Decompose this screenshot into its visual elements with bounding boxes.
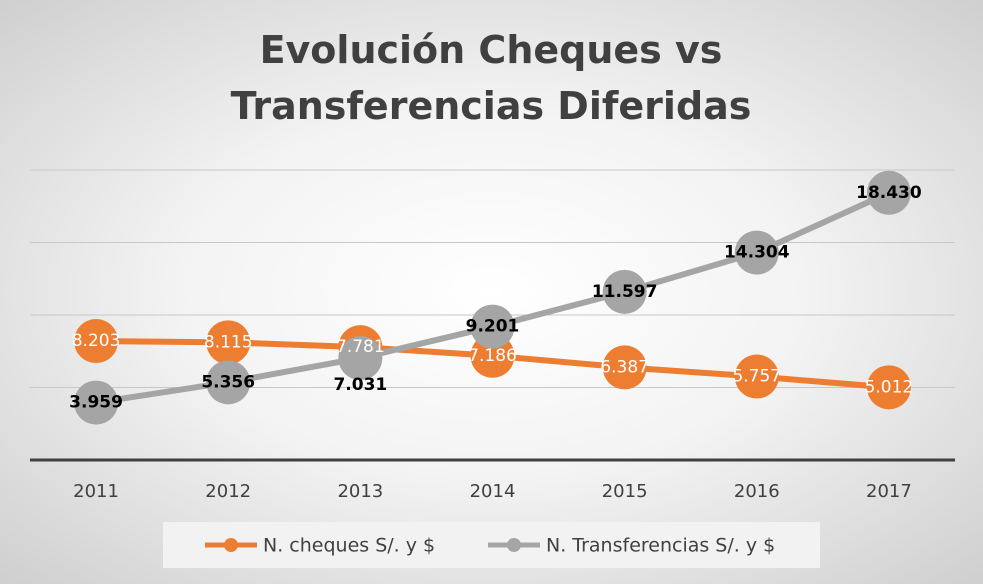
data-label: 5.012 (865, 377, 914, 397)
x-tick-label: 2017 (866, 481, 912, 502)
data-label: 8.115 (204, 332, 253, 352)
data-label: 8.203 (72, 331, 121, 351)
chart-title: Evolución Cheques vs Transferencias Dife… (230, 28, 752, 128)
point (470, 304, 515, 349)
data-label: 11.597 (592, 282, 658, 302)
x-tick-label: 2011 (73, 481, 119, 502)
data-label: 9.201 (466, 317, 520, 337)
point (866, 365, 911, 410)
data-label: 7.031 (333, 375, 387, 395)
data-label: 18.430 (856, 183, 922, 203)
x-tick-label: 2016 (734, 481, 780, 502)
legend-marker (507, 538, 521, 552)
data-label: 14.304 (724, 243, 790, 263)
point (74, 319, 119, 364)
point (74, 380, 119, 425)
point (338, 336, 383, 381)
point (206, 360, 251, 405)
legend-label: N. cheques S/. y $ (263, 535, 435, 557)
data-label: 3.959 (69, 393, 123, 413)
point (602, 269, 647, 314)
data-label: 5.356 (201, 372, 255, 392)
x-tick-label: 2012 (205, 481, 251, 502)
x-tick-label: 2013 (337, 481, 383, 502)
data-label: 7.186 (468, 346, 517, 366)
legend-marker (224, 538, 238, 552)
data-label: 7.781 (336, 337, 385, 357)
data-label: 5.757 (732, 367, 781, 387)
x-tick-label: 2015 (602, 481, 648, 502)
point (866, 170, 911, 215)
point (602, 345, 647, 390)
point (734, 230, 779, 275)
data-label: 6.387 (600, 357, 649, 377)
point (206, 320, 251, 365)
point (734, 354, 779, 399)
x-tick-label: 2014 (470, 481, 516, 502)
legend-label: N. Transferencias S/. y $ (546, 535, 775, 557)
